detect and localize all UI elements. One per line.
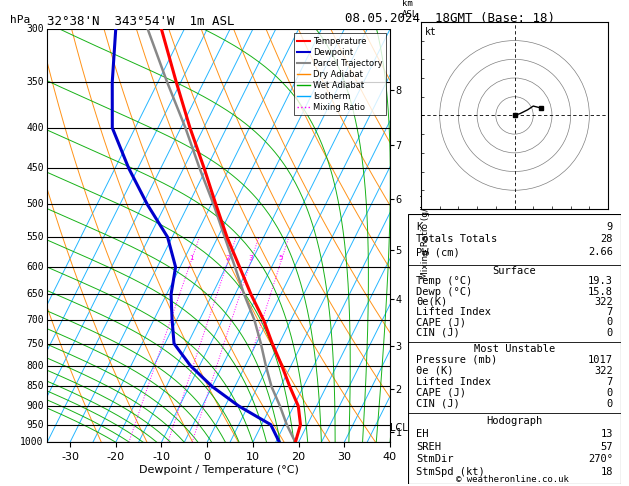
Text: 9: 9 (606, 222, 613, 232)
Text: 270°: 270° (588, 454, 613, 464)
Text: θe (K): θe (K) (416, 365, 454, 376)
Text: 7: 7 (606, 307, 613, 317)
Text: Hodograph: Hodograph (486, 416, 543, 426)
Text: kt: kt (425, 28, 437, 37)
Text: SREH: SREH (416, 442, 441, 451)
Text: 15.8: 15.8 (588, 287, 613, 297)
Text: K: K (416, 222, 423, 232)
X-axis label: Dewpoint / Temperature (°C): Dewpoint / Temperature (°C) (138, 465, 299, 475)
Text: Lifted Index: Lifted Index (416, 307, 491, 317)
Text: © weatheronline.co.uk: © weatheronline.co.uk (456, 474, 569, 484)
Text: hPa: hPa (10, 15, 30, 25)
Text: km
ASL: km ASL (402, 0, 418, 19)
Text: 19.3: 19.3 (588, 277, 613, 286)
Text: 850: 850 (26, 382, 44, 392)
Text: 0: 0 (606, 399, 613, 409)
Text: Temp (°C): Temp (°C) (416, 277, 472, 286)
Text: 08.05.2024  18GMT (Base: 18): 08.05.2024 18GMT (Base: 18) (345, 12, 555, 25)
Text: 0: 0 (606, 317, 613, 328)
Text: 5: 5 (279, 255, 283, 261)
Text: 500: 500 (26, 199, 44, 209)
Text: 322: 322 (594, 297, 613, 307)
Text: 550: 550 (26, 232, 44, 242)
Text: Most Unstable: Most Unstable (474, 344, 555, 353)
Text: 1017: 1017 (588, 355, 613, 364)
Text: 900: 900 (26, 401, 44, 411)
Legend: Temperature, Dewpoint, Parcel Trajectory, Dry Adiabat, Wet Adiabat, Isotherm, Mi: Temperature, Dewpoint, Parcel Trajectory… (294, 34, 386, 116)
Text: θe(K): θe(K) (416, 297, 447, 307)
Text: 950: 950 (26, 419, 44, 430)
Text: 0: 0 (606, 328, 613, 338)
Text: CAPE (J): CAPE (J) (416, 387, 466, 398)
Text: 0: 0 (606, 387, 613, 398)
Text: 400: 400 (26, 123, 44, 133)
Text: Surface: Surface (493, 266, 537, 276)
Text: StmSpd (kt): StmSpd (kt) (416, 467, 485, 477)
Text: 32°38'N  343°54'W  1m ASL: 32°38'N 343°54'W 1m ASL (47, 15, 235, 28)
Text: 57: 57 (601, 442, 613, 451)
Text: Dewp (°C): Dewp (°C) (416, 287, 472, 297)
Text: StmDir: StmDir (416, 454, 454, 464)
Text: 700: 700 (26, 315, 44, 325)
Text: 7: 7 (606, 377, 613, 386)
Text: Mixing Ratio (g/kg): Mixing Ratio (g/kg) (421, 193, 430, 278)
Text: 300: 300 (26, 24, 44, 34)
Text: 350: 350 (26, 77, 44, 87)
Text: 2.66: 2.66 (588, 247, 613, 257)
Text: 3: 3 (248, 255, 253, 261)
Text: 600: 600 (26, 262, 44, 272)
Text: 750: 750 (26, 339, 44, 348)
Text: CIN (J): CIN (J) (416, 399, 460, 409)
Text: 650: 650 (26, 290, 44, 299)
Text: 800: 800 (26, 361, 44, 371)
Text: EH: EH (416, 429, 428, 439)
Text: Lifted Index: Lifted Index (416, 377, 491, 386)
Text: 13: 13 (601, 429, 613, 439)
Text: 18: 18 (601, 467, 613, 477)
Text: LCL: LCL (390, 422, 408, 433)
Text: 28: 28 (601, 234, 613, 244)
Text: PW (cm): PW (cm) (416, 247, 460, 257)
Text: Totals Totals: Totals Totals (416, 234, 498, 244)
Text: CIN (J): CIN (J) (416, 328, 460, 338)
Text: 1000: 1000 (20, 437, 44, 447)
Text: 1: 1 (189, 255, 193, 261)
Text: 2: 2 (226, 255, 230, 261)
Text: 450: 450 (26, 163, 44, 174)
Text: CAPE (J): CAPE (J) (416, 317, 466, 328)
Text: Pressure (mb): Pressure (mb) (416, 355, 498, 364)
Text: 322: 322 (594, 365, 613, 376)
